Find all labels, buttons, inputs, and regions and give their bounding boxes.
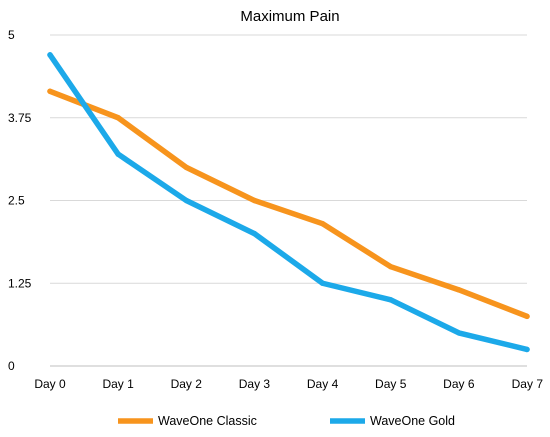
- x-axis-ticks: Day 0 Day 1 Day 2 Day 3 Day 4 Day 5 Day 6 Day 7: [34, 377, 543, 391]
- x-tick-label: Day 2: [171, 377, 203, 391]
- legend: WaveOne Classic WaveOne Gold: [118, 414, 455, 428]
- x-tick-label: Day 3: [239, 377, 271, 391]
- data-point: [388, 297, 394, 303]
- x-tick-label: Day 4: [307, 377, 339, 391]
- data-point: [319, 220, 326, 227]
- data-point: [388, 264, 394, 270]
- y-tick-label: 3.75: [8, 111, 32, 125]
- y-tick-label: 0: [8, 359, 15, 373]
- data-point: [183, 197, 189, 204]
- x-tick-label: Day 7: [512, 377, 544, 391]
- data-point: [524, 313, 530, 320]
- y-tick-label: 2.5: [8, 194, 25, 208]
- x-tick-label: Day 0: [34, 377, 66, 391]
- data-point: [251, 197, 258, 204]
- legend-label: WaveOne Gold: [370, 414, 455, 428]
- series-lines: [47, 52, 530, 353]
- data-point: [456, 330, 462, 336]
- y-axis-ticks: 0 1.25 2.5 3.75 5: [8, 28, 32, 373]
- grid-lines: [50, 34, 527, 367]
- y-tick-label: 5: [8, 28, 15, 42]
- data-point: [115, 151, 121, 157]
- y-tick-label: 1.25: [8, 276, 32, 290]
- data-point: [115, 115, 121, 121]
- data-point: [319, 280, 326, 286]
- x-tick-label: Day 1: [102, 377, 134, 391]
- data-point: [47, 52, 53, 58]
- data-point: [456, 287, 462, 293]
- series-line-0: [47, 88, 530, 320]
- data-point: [524, 346, 530, 353]
- data-point: [251, 230, 258, 237]
- chart-title: Maximum Pain: [240, 8, 339, 25]
- data-point: [183, 164, 189, 171]
- x-tick-label: Day 6: [443, 377, 475, 391]
- legend-label: WaveOne Classic: [158, 414, 257, 428]
- series-line-1: [47, 52, 530, 353]
- data-point: [47, 88, 53, 94]
- x-tick-label: Day 5: [375, 377, 407, 391]
